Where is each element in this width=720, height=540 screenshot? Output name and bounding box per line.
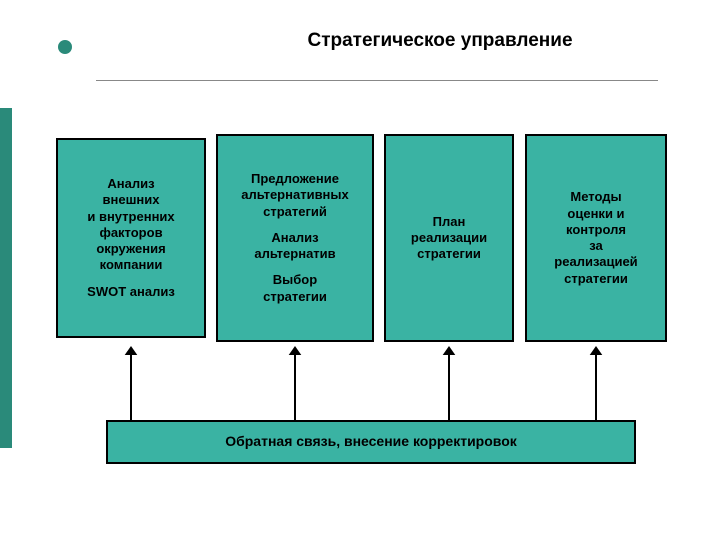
slide-side-rect	[0, 108, 12, 448]
box-3-para-0: Планреализациистратегии	[411, 214, 487, 263]
arrow-3-head	[590, 346, 603, 355]
feedback-text: Обратная связь, внесение корректировок	[225, 433, 517, 451]
feedback-box: Обратная связь, внесение корректировок	[106, 420, 636, 464]
box-2-para-1: Анализальтернатив	[254, 230, 335, 263]
box-1-para-1: SWOT анализ	[87, 284, 175, 300]
box-4-para-0: Методыоценки иконтролязареализациейстрат…	[554, 189, 637, 287]
box-2-para-0: Предложениеальтернативныхстратегий	[241, 171, 349, 220]
box-1: Анализвнешнихи внутреннихфакторовокружен…	[56, 138, 206, 338]
slide-bullet	[58, 40, 72, 54]
title-underline	[96, 80, 658, 81]
box-3: Планреализациистратегии	[384, 134, 514, 342]
box-2: Предложениеальтернативныхстратегий Анализ…	[216, 134, 374, 342]
arrow-1-head	[289, 346, 302, 355]
arrow-2-head	[443, 346, 456, 355]
box-1-para-0: Анализвнешнихи внутреннихфакторовокружен…	[87, 176, 174, 274]
page-title: Стратегическое управление	[260, 30, 620, 52]
arrow-0-head	[125, 346, 138, 355]
box-4: Методыоценки иконтролязареализациейстрат…	[525, 134, 667, 342]
box-2-para-2: Выборстратегии	[263, 272, 327, 305]
